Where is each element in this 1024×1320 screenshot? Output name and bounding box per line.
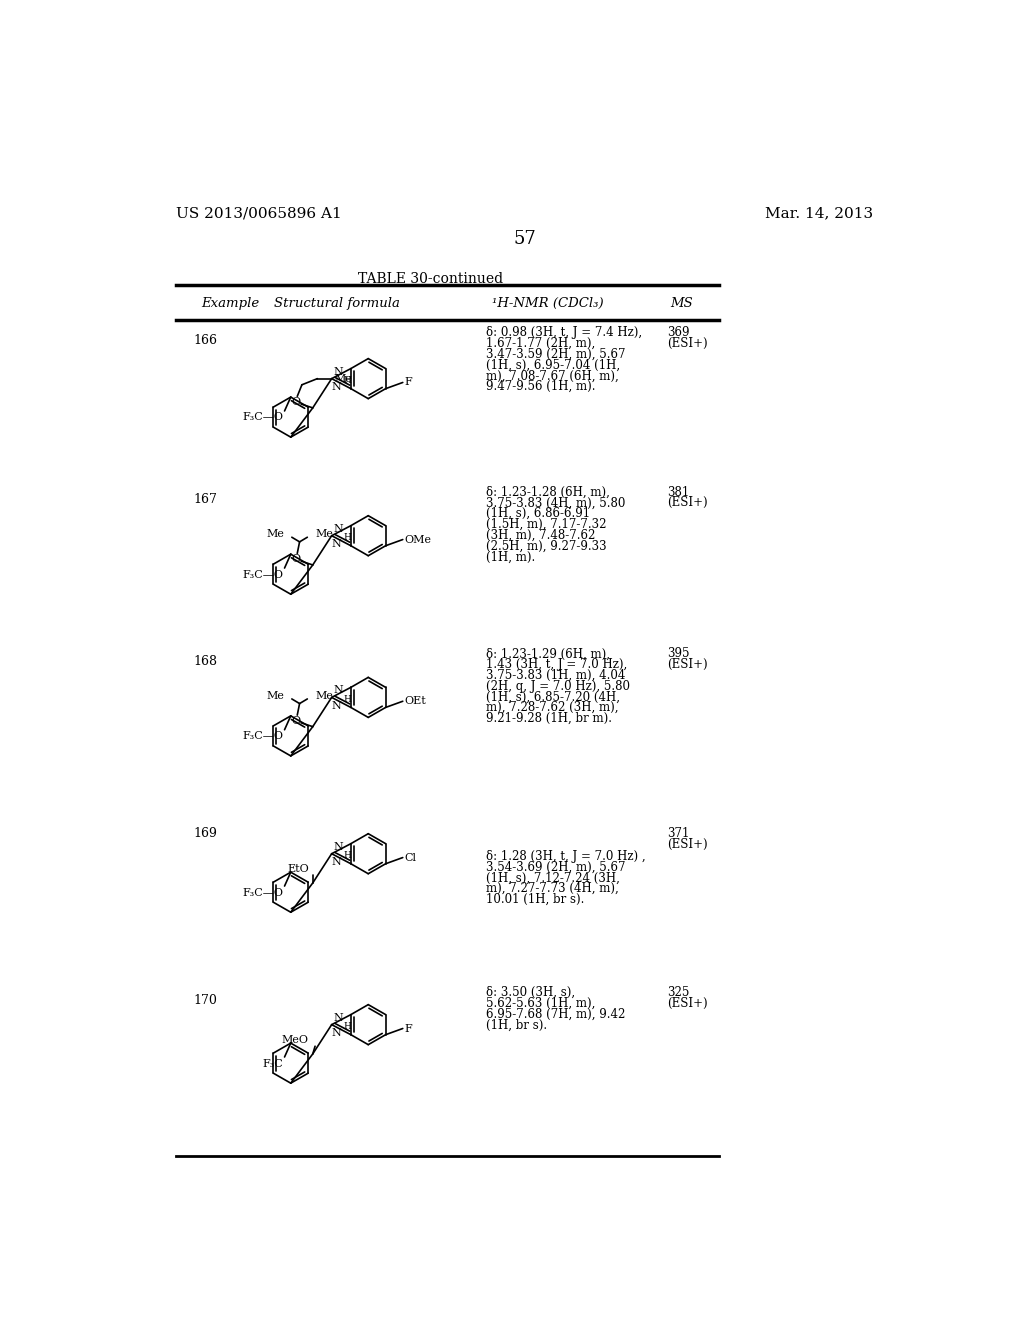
Text: 3.54-3.69 (2H, m), 5.67: 3.54-3.69 (2H, m), 5.67 [486,861,626,874]
Text: F: F [404,1023,412,1034]
Text: 5.62-5.63 (1H, m),: 5.62-5.63 (1H, m), [486,997,595,1010]
Text: F₃C—O: F₃C—O [242,412,283,422]
Text: 9.47-9.56 (1H, m).: 9.47-9.56 (1H, m). [486,380,596,393]
Text: (1H, s), 7.12-7.24 (3H,: (1H, s), 7.12-7.24 (3H, [486,871,620,884]
Text: H: H [344,851,351,861]
Text: Me: Me [315,690,333,701]
Text: Example: Example [202,297,260,310]
Text: H: H [344,376,351,385]
Text: OMe: OMe [404,535,431,545]
Text: H: H [344,696,351,704]
Text: 6.95-7.68 (7H, m), 9.42: 6.95-7.68 (7H, m), 9.42 [486,1007,626,1020]
Text: N: N [332,701,341,711]
Text: δ: 3.50 (3H, s),: δ: 3.50 (3H, s), [486,986,575,999]
Text: 57: 57 [513,230,537,248]
Text: TABLE 30-continued: TABLE 30-continued [357,272,503,286]
Text: MS: MS [671,297,693,310]
Text: 1.67-1.77 (2H, m),: 1.67-1.77 (2H, m), [486,337,595,350]
Text: 1.43 (3H, t, J = 7.0 Hz),: 1.43 (3H, t, J = 7.0 Hz), [486,659,628,671]
Text: (ESI+): (ESI+) [667,997,708,1010]
Text: 369: 369 [667,326,689,339]
Text: 169: 169 [194,826,218,840]
Text: N: N [333,842,343,851]
Text: N: N [333,685,343,696]
Text: ¹H-NMR (CDCl₃): ¹H-NMR (CDCl₃) [493,297,604,310]
Text: (ESI+): (ESI+) [667,659,708,671]
Text: N: N [332,857,341,867]
Text: (1H, br s).: (1H, br s). [486,1019,547,1031]
Text: N: N [332,1028,341,1038]
Text: δ: 1.28 (3H, t, J = 7.0 Hz) ,: δ: 1.28 (3H, t, J = 7.0 Hz) , [486,850,646,863]
Text: 381: 381 [667,486,689,499]
Text: m), 7.28-7.62 (3H, m),: m), 7.28-7.62 (3H, m), [486,701,618,714]
Text: 168: 168 [194,655,218,668]
Text: (1H, s), 6.85-7.20 (4H,: (1H, s), 6.85-7.20 (4H, [486,690,621,704]
Text: Me: Me [266,690,284,701]
Text: OEt: OEt [404,696,426,706]
Text: N: N [333,367,343,376]
Text: F₃C—O: F₃C—O [242,887,283,898]
Text: MeO: MeO [282,1035,309,1045]
Text: 10.01 (1H, br s).: 10.01 (1H, br s). [486,892,585,906]
Text: 3.75-3.83 (1H, m), 4.04: 3.75-3.83 (1H, m), 4.04 [486,669,626,682]
Text: Me: Me [266,529,284,539]
Text: (ESI+): (ESI+) [667,496,708,510]
Text: (2.5H, m), 9.27-9.33: (2.5H, m), 9.27-9.33 [486,540,606,553]
Text: F₃C: F₃C [262,1059,283,1068]
Text: δ: 1.23-1.29 (6H, m),: δ: 1.23-1.29 (6H, m), [486,647,610,660]
Text: δ: 1.23-1.28 (6H, m),: δ: 1.23-1.28 (6H, m), [486,486,610,499]
Text: δ: 0.98 (3H, t, J = 7.4 Hz),: δ: 0.98 (3H, t, J = 7.4 Hz), [486,326,642,339]
Text: (2H, q, J = 7.0 Hz), 5.80: (2H, q, J = 7.0 Hz), 5.80 [486,680,630,693]
Text: (ESI+): (ESI+) [667,837,708,850]
Text: (1H, s), 6.86-6.91: (1H, s), 6.86-6.91 [486,507,590,520]
Text: 170: 170 [194,994,218,1007]
Text: F₃C—O: F₃C—O [242,570,283,579]
Text: (3H, m), 7.48-7.62: (3H, m), 7.48-7.62 [486,529,595,541]
Text: 371: 371 [667,826,689,840]
Text: N: N [332,381,341,392]
Text: (1H, m).: (1H, m). [486,550,536,564]
Text: m), 7.08-7.67 (6H, m),: m), 7.08-7.67 (6H, m), [486,370,618,383]
Text: F₃C—O: F₃C—O [242,731,283,742]
Text: (1.5H, m), 7.17-7.32: (1.5H, m), 7.17-7.32 [486,517,606,531]
Text: m), 7.27-7.73 (4H, m),: m), 7.27-7.73 (4H, m), [486,882,618,895]
Text: O: O [291,554,300,564]
Text: US 2013/0065896 A1: US 2013/0065896 A1 [176,206,342,220]
Text: (1H, s), 6.95-7.04 (1H,: (1H, s), 6.95-7.04 (1H, [486,359,621,372]
Text: H: H [344,533,351,543]
Text: F: F [404,378,412,388]
Text: H: H [344,1022,351,1031]
Text: 3.75-3.83 (4H, m), 5.80: 3.75-3.83 (4H, m), 5.80 [486,496,626,510]
Text: 395: 395 [667,647,689,660]
Text: 167: 167 [194,494,218,507]
Text: N: N [332,539,341,549]
Text: 166: 166 [194,334,218,347]
Text: Mar. 14, 2013: Mar. 14, 2013 [765,206,873,220]
Text: 3.47-3.59 (2H, m), 5.67: 3.47-3.59 (2H, m), 5.67 [486,348,626,360]
Text: Cl: Cl [404,853,417,862]
Text: N: N [333,524,343,533]
Text: 9.21-9.28 (1H, br m).: 9.21-9.28 (1H, br m). [486,711,612,725]
Text: 325: 325 [667,986,689,999]
Text: Structural formula: Structural formula [274,297,400,310]
Text: N: N [333,1012,343,1023]
Text: O: O [291,397,300,407]
Text: Me: Me [315,529,333,539]
Text: EtO: EtO [287,865,309,874]
Text: Me: Me [335,374,352,384]
Text: (ESI+): (ESI+) [667,337,708,350]
Text: O: O [291,715,300,726]
